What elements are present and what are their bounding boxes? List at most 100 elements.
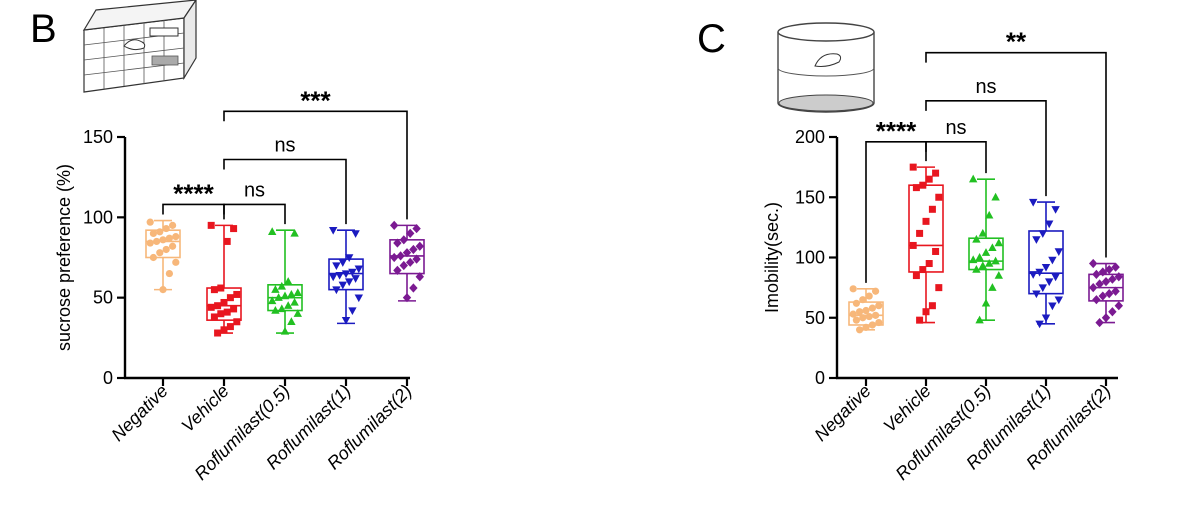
data-point (345, 278, 354, 287)
category-label: Vehicle (177, 381, 232, 436)
data-point (217, 310, 225, 318)
data-point (409, 283, 418, 293)
significance-label: ** (1006, 27, 1027, 57)
data-point (862, 323, 870, 331)
data-point (916, 229, 924, 237)
data-point (919, 181, 927, 189)
data-point (284, 301, 293, 309)
data-point (341, 316, 351, 325)
data-point (406, 228, 415, 238)
data-point (1098, 291, 1107, 301)
data-point (293, 288, 302, 297)
data-point (1054, 296, 1063, 305)
significance-bracket (925, 51, 1107, 258)
data-point (988, 243, 997, 252)
data-point (412, 254, 421, 264)
significance-bracket (223, 158, 347, 225)
category-label: Negative (810, 381, 874, 445)
data-point (1032, 236, 1041, 244)
box-iqr (968, 237, 1004, 271)
data-point (393, 238, 402, 248)
significance-label: ns (244, 179, 265, 201)
data-point (277, 304, 286, 313)
data-point (859, 314, 867, 322)
data-point (972, 234, 981, 243)
data-point (1095, 279, 1104, 289)
y-tick-label: 0 (815, 368, 825, 388)
data-point (1105, 264, 1114, 275)
data-point (932, 247, 940, 255)
data-point (1041, 263, 1051, 272)
data-point (872, 311, 880, 319)
data-point (1038, 230, 1047, 238)
y-tick-label: 100 (795, 248, 825, 268)
data-point (230, 225, 238, 233)
data-point (348, 268, 357, 277)
data-point (1045, 278, 1054, 287)
box-2 (267, 229, 303, 334)
data-point (149, 229, 157, 237)
data-point (338, 281, 347, 290)
data-point (988, 283, 997, 291)
data-point (925, 175, 933, 183)
data-point (233, 290, 241, 298)
data-point (1111, 286, 1120, 296)
data-point (223, 308, 231, 316)
data-point (868, 304, 877, 312)
data-point (207, 221, 215, 229)
data-point (1029, 271, 1038, 279)
category-label: Vehicle (879, 381, 934, 436)
data-point (390, 220, 399, 230)
data-point (332, 262, 341, 271)
data-point (409, 244, 418, 255)
significance-label: **** (173, 178, 214, 208)
data-point (271, 306, 280, 314)
y-tick-label: 100 (83, 207, 113, 227)
data-point (290, 297, 299, 306)
data-point (415, 241, 424, 251)
data-point (415, 272, 424, 282)
data-point (274, 293, 283, 301)
data-point (348, 307, 357, 316)
data-point (338, 259, 347, 267)
data-point (146, 218, 154, 226)
data-point (969, 174, 978, 183)
data-point (396, 251, 405, 261)
significance-bracket (865, 141, 927, 283)
data-point (1048, 302, 1057, 311)
data-point (849, 310, 857, 318)
data-point (849, 285, 857, 293)
data-point (856, 326, 864, 334)
significance-bracket (925, 141, 987, 174)
data-point (981, 248, 991, 256)
significance-label: ns (975, 76, 996, 98)
data-point (975, 253, 984, 261)
data-point (351, 275, 360, 283)
significance-bracket (223, 203, 286, 225)
data-point (233, 318, 241, 326)
data-point (1041, 314, 1051, 323)
data-point (1101, 277, 1111, 287)
data-point (1035, 268, 1044, 277)
significance-bracket (223, 110, 408, 220)
data-point (149, 253, 157, 262)
data-point (354, 294, 363, 303)
data-point (912, 272, 920, 280)
data-point (402, 248, 412, 258)
data-point (284, 277, 293, 285)
significance-label: *** (300, 85, 331, 115)
data-point (852, 316, 861, 324)
data-point (223, 237, 231, 245)
data-point (220, 326, 228, 334)
panel-letter: B (30, 7, 57, 51)
data-point (214, 329, 222, 337)
data-point (922, 217, 930, 225)
data-point (1035, 320, 1044, 329)
category-label: Negative (107, 381, 171, 445)
data-point (875, 302, 883, 310)
data-point (293, 309, 302, 317)
data-point (912, 184, 920, 192)
data-point (1089, 258, 1098, 269)
water-cylinder-icon (777, 22, 875, 113)
